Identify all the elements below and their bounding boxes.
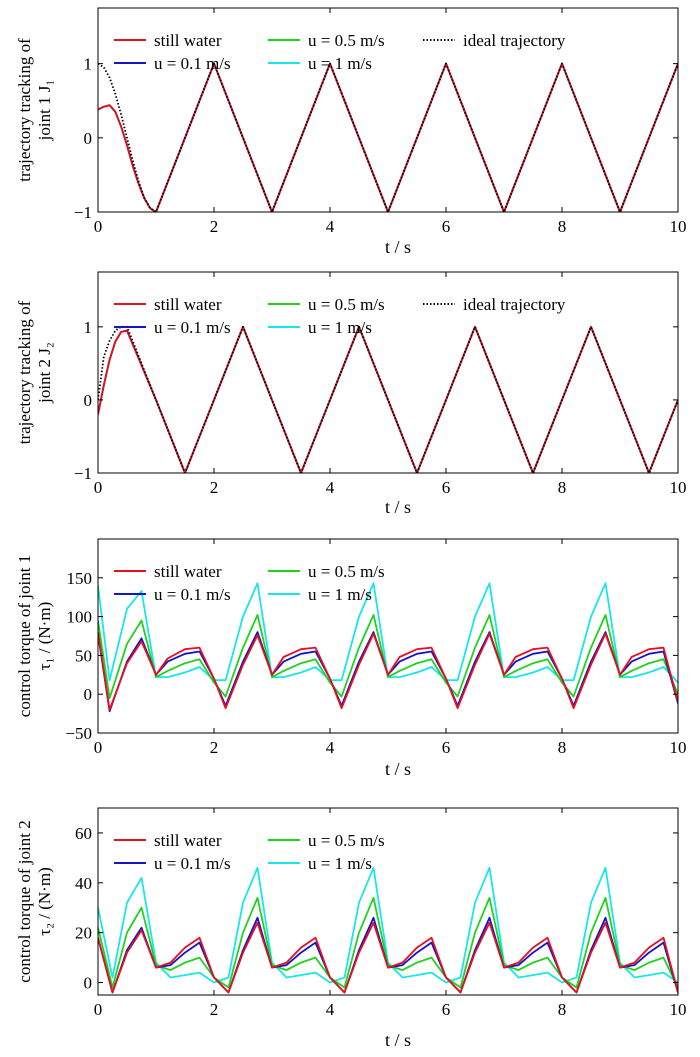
legend-label: u = 1 m/s (308, 854, 372, 873)
y-tick-label: 0 (84, 391, 93, 410)
x-tick-label: 6 (442, 1000, 451, 1019)
legend-label: u = 0.5 m/s (308, 562, 385, 581)
y-tick-label: 1 (84, 55, 93, 74)
legend-label: u = 0.5 m/s (308, 31, 385, 50)
y-axis-label-line: τ₁ / (N·m) (35, 602, 54, 670)
x-tick-label: 0 (94, 1000, 103, 1019)
x-tick-label: 6 (442, 738, 451, 757)
y-tick-label: 0 (84, 129, 93, 148)
y-axis-label-line: control torque of joint 1 (15, 555, 34, 717)
y-axis-label-line: joint 2 J₂ (35, 342, 54, 404)
plot-frame (97, 807, 679, 996)
x-tick-label: 4 (326, 1000, 335, 1019)
x-tick-label: 8 (558, 1000, 567, 1019)
x-tick-label: 2 (210, 478, 219, 497)
x-axis-label: t / s (385, 1030, 411, 1050)
x-tick-label: 10 (670, 1000, 687, 1019)
y-tick-label: −50 (65, 724, 92, 743)
plot-frame (97, 538, 679, 734)
x-axis-label: t / s (385, 759, 411, 779)
y-axis-label-line: trajectory tracking of (15, 300, 34, 444)
x-tick-label: 6 (442, 478, 451, 497)
y-tick-label: 50 (75, 646, 92, 665)
y-tick-label: 150 (67, 569, 93, 588)
x-tick-label: 8 (558, 738, 567, 757)
series-line-still-water (98, 325, 678, 473)
x-tick-label: 8 (558, 478, 567, 497)
legend-label: u = 0.1 m/s (154, 318, 231, 337)
legend-label: still water (154, 831, 222, 850)
legend-label: u = 1 m/s (308, 54, 372, 73)
legend-label: ideal trajectory (463, 31, 566, 50)
y-tick-label: 0 (84, 685, 93, 704)
x-tick-label: 4 (326, 217, 335, 236)
x-tick-label: 0 (94, 217, 103, 236)
series-line-u-0-5-m-s (98, 896, 678, 989)
plot-frame (97, 7, 679, 213)
legend-label: still water (154, 295, 222, 314)
legend-label: u = 0.5 m/s (308, 295, 385, 314)
y-axis-label-line: joint 1 J₁ (35, 80, 54, 142)
y-tick-label: −1 (74, 203, 92, 222)
series-line-ideal-trajectory (98, 62, 678, 212)
y-tick-label: −1 (74, 464, 92, 483)
x-tick-label: 10 (670, 217, 687, 236)
x-tick-label: 4 (326, 478, 335, 497)
x-tick-label: 0 (94, 478, 103, 497)
series-line-still-water (98, 62, 678, 212)
panel-4: 0 2 4 6 8 10 0 20 40 60 t / s control torque of joi… (15, 807, 687, 1050)
y-axis-label-line: control torque of joint 2 (15, 820, 34, 982)
x-tick-label: 4 (326, 738, 335, 757)
y-tick-label: 1 (84, 318, 93, 337)
x-tick-label: 0 (94, 738, 103, 757)
legend-label: still water (154, 562, 222, 581)
legend-label: u = 0.5 m/s (308, 831, 385, 850)
x-tick-label: 8 (558, 217, 567, 236)
x-axis-label: t / s (385, 237, 411, 257)
x-tick-label: 2 (210, 1000, 219, 1019)
legend-label: u = 0.1 m/s (154, 585, 231, 604)
series-line-still-water (98, 921, 678, 994)
y-tick-label: 20 (75, 924, 92, 943)
plot-frame (97, 271, 679, 474)
x-tick-label: 10 (670, 478, 687, 497)
legend-label: u = 0.1 m/s (154, 54, 231, 73)
x-tick-label: 10 (670, 738, 687, 757)
y-tick-label: 40 (75, 874, 92, 893)
x-axis-label: t / s (385, 497, 411, 517)
y-tick-label: 100 (67, 608, 93, 627)
legend-label: u = 1 m/s (308, 318, 372, 337)
legend-label: u = 0.1 m/s (154, 854, 231, 873)
legend-label: still water (154, 31, 222, 50)
x-tick-label: 6 (442, 217, 451, 236)
legend-label: ideal trajectory (463, 295, 566, 314)
y-axis-label-line: trajectory tracking of (15, 38, 34, 182)
series-line-u-0-5-m-s (98, 614, 678, 699)
y-tick-label: 60 (75, 824, 92, 843)
y-axis-label-line: τ₂ / (N·m) (35, 867, 54, 935)
series-line-ideal-trajectory (98, 325, 678, 473)
y-tick-label: 0 (84, 974, 93, 993)
series-line-still-water (98, 631, 678, 711)
x-tick-label: 2 (210, 217, 219, 236)
legend-label: u = 1 m/s (308, 585, 372, 604)
x-tick-label: 2 (210, 738, 219, 757)
